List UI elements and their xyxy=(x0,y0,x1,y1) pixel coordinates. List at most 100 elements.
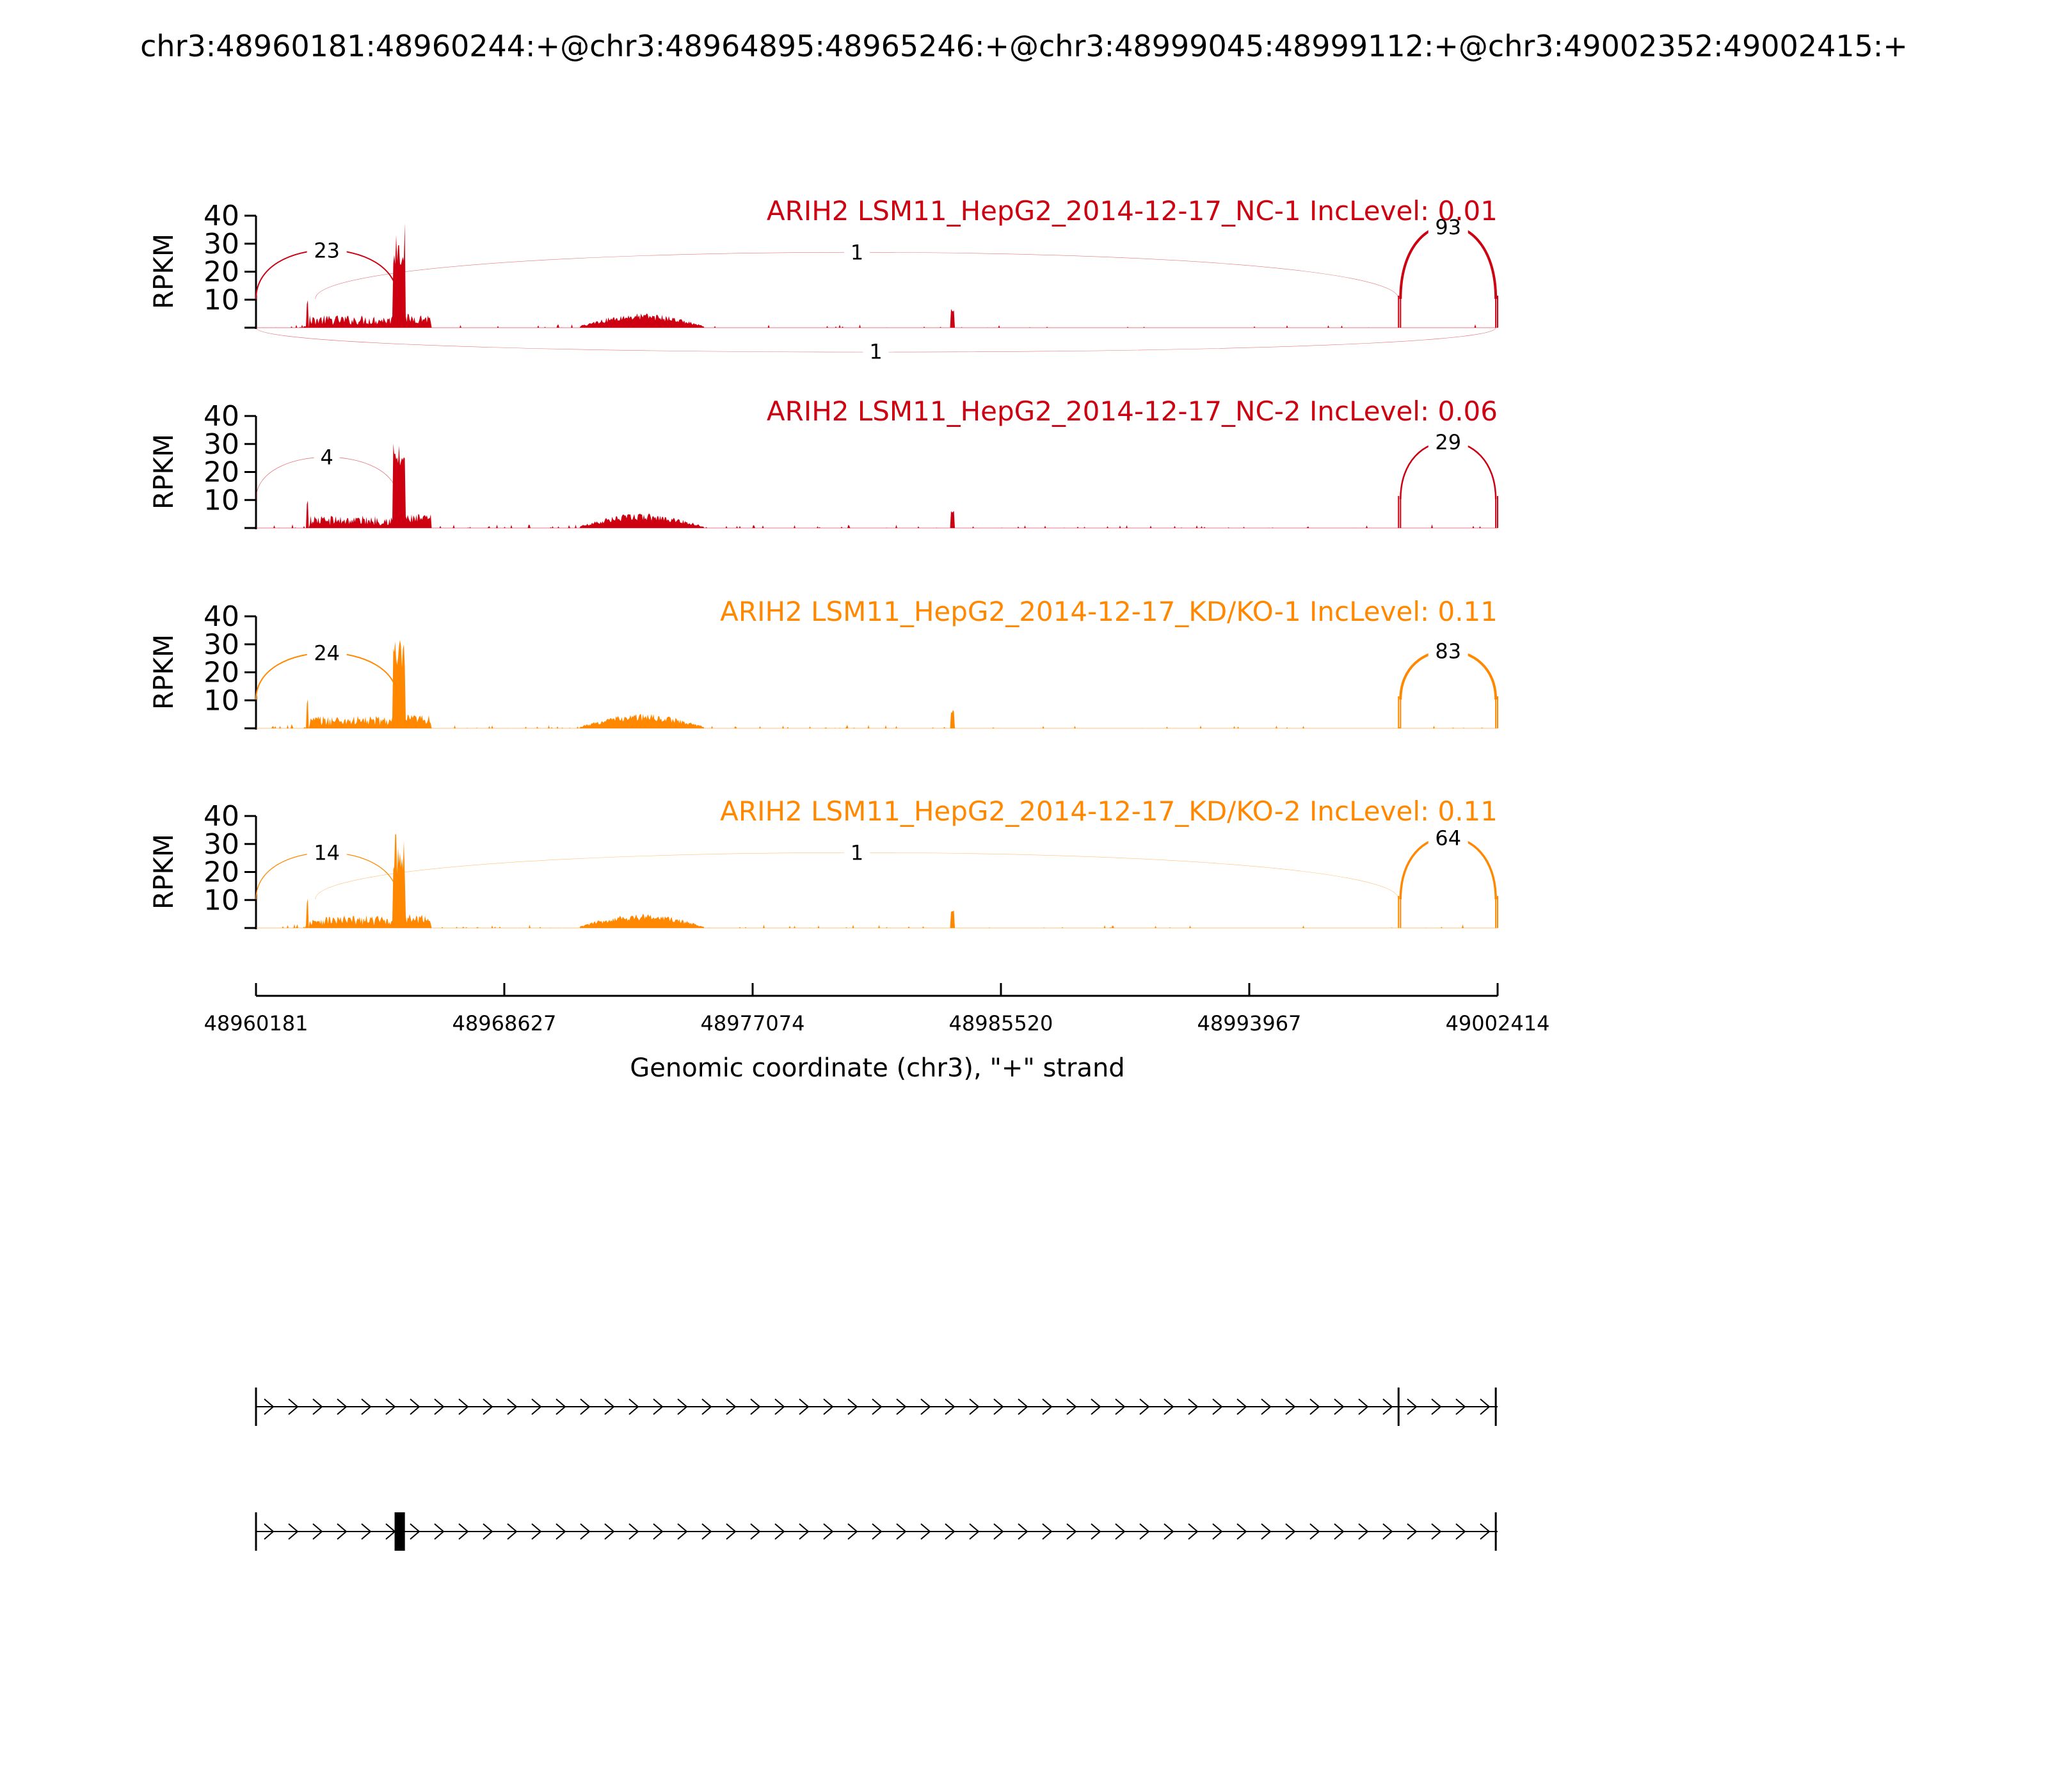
strand-chevron xyxy=(726,1398,737,1415)
junction-label-bg xyxy=(844,239,870,265)
strand-chevron xyxy=(774,1398,785,1415)
strand-chevron xyxy=(823,1398,834,1415)
junction-label-bg xyxy=(1428,637,1468,664)
strand-chevron xyxy=(288,1523,299,1540)
strand-chevron xyxy=(653,1523,664,1540)
strand-chevron xyxy=(1042,1523,1053,1540)
strand-chevron xyxy=(1358,1523,1369,1540)
strand-chevron xyxy=(1236,1398,1247,1415)
strand-chevron xyxy=(385,1398,396,1415)
junction-count: 4 xyxy=(321,445,333,469)
strand-chevron xyxy=(434,1398,445,1415)
strand-chevron xyxy=(1285,1523,1296,1540)
junction-label-bg xyxy=(1428,429,1468,455)
junction-count: 14 xyxy=(314,841,340,865)
x-tick-label: 49002414 xyxy=(1446,1011,1550,1036)
y-tick-label: 30 xyxy=(204,428,239,461)
strand-chevron xyxy=(604,1523,615,1540)
strand-chevron xyxy=(531,1523,542,1540)
y-tick-label: 40 xyxy=(204,600,239,633)
strand-chevron xyxy=(483,1523,493,1540)
strand-chevron xyxy=(847,1523,858,1540)
junction-count: 29 xyxy=(1435,430,1461,454)
junction-count: 64 xyxy=(1435,826,1461,851)
junction-label-bg xyxy=(314,444,340,470)
junction-count: 24 xyxy=(314,641,340,666)
strand-chevron xyxy=(847,1398,858,1415)
strand-chevron xyxy=(1066,1523,1077,1540)
strand-chevron xyxy=(458,1523,469,1540)
strand-chevron xyxy=(264,1398,275,1415)
strand-chevron xyxy=(434,1523,445,1540)
strand-chevron xyxy=(1309,1398,1320,1415)
junction-count: 1 xyxy=(869,339,882,364)
isoform-track-1 xyxy=(255,1388,1498,1426)
strand-chevron xyxy=(1188,1523,1199,1540)
isoform-tracks xyxy=(255,1388,1498,1551)
y-tick-label: 30 xyxy=(204,628,239,661)
junction-label-bg xyxy=(863,338,889,364)
junction-count: 1 xyxy=(851,241,863,265)
figure-title: chr3:48960181:48960244:+@chr3:48964895:4… xyxy=(140,29,1908,63)
strand-chevron xyxy=(896,1398,907,1415)
strand-chevron xyxy=(750,1523,761,1540)
y-tick-label: 30 xyxy=(204,828,239,861)
strand-chevron xyxy=(1261,1398,1272,1415)
exon-block xyxy=(394,1512,405,1551)
strand-chevron xyxy=(1480,1523,1491,1540)
strand-chevron xyxy=(1382,1398,1393,1415)
strand-chevron xyxy=(1480,1398,1491,1415)
strand-chevron xyxy=(556,1523,566,1540)
y-tick-label: 40 xyxy=(204,400,239,433)
junction-label-bg xyxy=(844,839,870,865)
strand-chevron xyxy=(1139,1398,1150,1415)
strand-chevron xyxy=(604,1398,615,1415)
strand-chevron xyxy=(312,1523,323,1540)
strand-chevron xyxy=(1188,1398,1199,1415)
junction-count: 1 xyxy=(851,841,863,865)
strand-chevron xyxy=(507,1398,518,1415)
junction-label-bg xyxy=(307,839,347,865)
strand-chevron xyxy=(1164,1523,1174,1540)
strand-chevron xyxy=(1018,1523,1028,1540)
strand-chevron xyxy=(1431,1398,1442,1415)
strand-chevron xyxy=(483,1398,493,1415)
junction-label-bg xyxy=(307,639,347,666)
junction-count: 83 xyxy=(1435,639,1461,663)
strand-chevron xyxy=(1455,1523,1466,1540)
strand-chevron xyxy=(361,1523,372,1540)
panel-title: ARIH2 LSM11_HepG2_2014-12-17_NC-2 IncLev… xyxy=(767,396,1498,427)
strand-chevron xyxy=(920,1523,931,1540)
y-tick-label: 40 xyxy=(204,200,239,232)
strand-chevron xyxy=(410,1523,420,1540)
strand-chevron xyxy=(1309,1523,1320,1540)
y-axis-label: RPKM xyxy=(148,834,179,909)
y-axis-label: RPKM xyxy=(148,634,179,710)
y-tick-label: 10 xyxy=(204,484,239,516)
strand-chevron xyxy=(628,1398,639,1415)
strand-chevron xyxy=(677,1523,688,1540)
y-tick-label: 30 xyxy=(204,228,239,260)
strand-chevron xyxy=(410,1398,420,1415)
junction-label-bg xyxy=(1428,824,1468,851)
strand-chevron xyxy=(1407,1398,1418,1415)
strand-chevron xyxy=(969,1523,980,1540)
y-tick-label: 10 xyxy=(204,284,239,316)
strand-chevron xyxy=(507,1523,518,1540)
genomic-x-axis: 48960181 48968627 48977074 48985520 48993967… xyxy=(204,983,1550,1036)
strand-chevron xyxy=(945,1398,956,1415)
junction-count: 23 xyxy=(314,238,340,262)
strand-chevron xyxy=(920,1398,931,1415)
strand-chevron xyxy=(580,1398,591,1415)
y-tick-label: 20 xyxy=(204,856,239,889)
strand-chevron xyxy=(1407,1523,1418,1540)
y-tick-label: 20 xyxy=(204,456,239,489)
strand-chevron xyxy=(872,1398,883,1415)
strand-chevron xyxy=(1042,1398,1053,1415)
strand-chevron xyxy=(1334,1398,1345,1415)
y-axis-label: RPKM xyxy=(148,434,179,509)
